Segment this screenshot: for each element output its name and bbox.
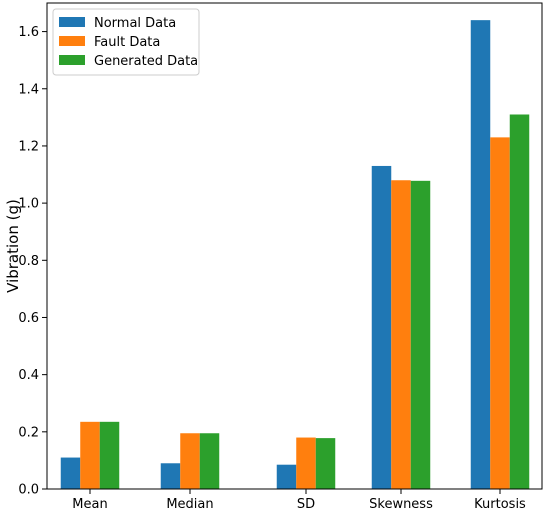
y-axis-ticks: 0.0 0.2 0.4 0.6 0.8 1.0 1.2 1.4 1.6 <box>18 25 47 498</box>
bar-normal-data-median <box>160 463 181 489</box>
y-tick-label: 0.6 <box>18 311 39 326</box>
bar-generated-data-mean <box>99 421 120 489</box>
bar-normal-data-mean <box>60 457 81 489</box>
x-tick-label: Kurtosis <box>474 497 526 512</box>
y-tick-label: 0.8 <box>18 254 39 269</box>
y-tick-label: 0.4 <box>18 368 39 383</box>
x-tick-label: Skewness <box>369 497 433 512</box>
y-axis-title: Vibration (g) <box>4 199 22 293</box>
bar-normal-data-sd <box>276 464 297 489</box>
y-tick-label: 0.2 <box>18 425 39 440</box>
legend-swatch <box>59 55 85 65</box>
legend-label: Generated Data <box>94 54 198 69</box>
y-tick-label: 1.4 <box>18 82 39 97</box>
bar-normal-data-skewness <box>371 165 392 489</box>
y-tick-label: 1.6 <box>18 25 39 40</box>
x-tick-label: Mean <box>72 497 107 512</box>
bars-group <box>60 20 530 490</box>
bar-normal-data-kurtosis <box>470 20 491 489</box>
bar-fault-data-kurtosis <box>490 137 510 490</box>
legend-label: Normal Data <box>94 16 176 31</box>
bar-generated-data-skewness <box>410 180 431 489</box>
bar-generated-data-kurtosis <box>509 114 530 490</box>
x-tick-label: Median <box>166 497 213 512</box>
x-tick-label: SD <box>297 497 315 512</box>
y-tick-label: 1.0 <box>18 197 39 212</box>
y-tick-label: 1.2 <box>18 139 39 154</box>
bar-generated-data-median <box>199 433 220 489</box>
legend-swatch <box>59 17 85 27</box>
legend-label: Fault Data <box>94 35 160 50</box>
x-axis-ticks: Mean Median SD Skewness Kurtosis <box>72 489 526 512</box>
y-tick-label: 0.0 <box>18 483 39 498</box>
bar-fault-data-median <box>180 433 200 489</box>
legend-box <box>52 8 200 76</box>
bar-fault-data-mean <box>80 421 100 489</box>
bar-fault-data-skewness <box>391 180 411 489</box>
bar-fault-data-sd <box>296 437 316 489</box>
legend-swatch <box>59 36 85 46</box>
bar-generated-data-sd <box>315 438 336 489</box>
plot-frame <box>46 2 543 490</box>
legend: Normal Data Fault Data Generated Data <box>52 8 200 76</box>
